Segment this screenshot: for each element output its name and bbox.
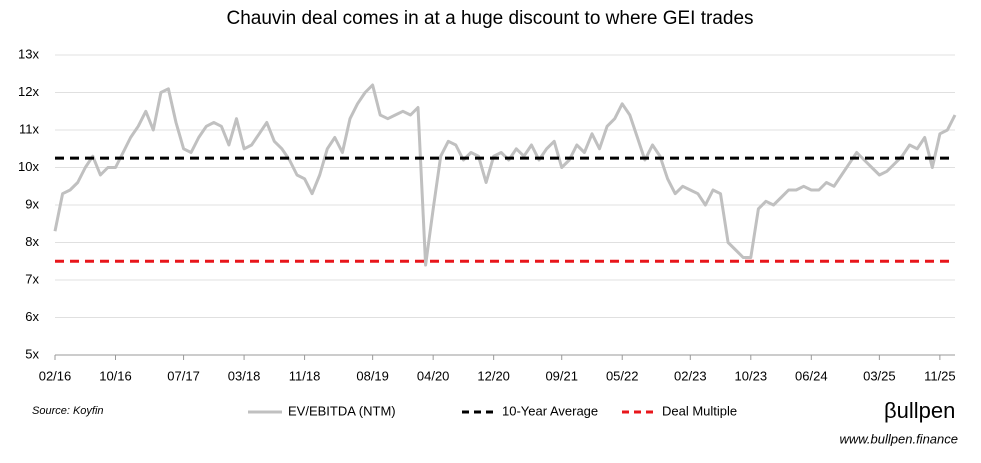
x-tick-label: 02/16 — [39, 368, 72, 383]
x-tick-label: 09/21 — [545, 368, 578, 383]
x-tick-label: 03/25 — [863, 368, 896, 383]
x-tick-label: 02/23 — [674, 368, 707, 383]
chart-title: Chauvin deal comes in at a huge discount… — [226, 8, 753, 29]
legend-label: 10-Year Average — [502, 403, 598, 418]
y-tick-label: 13x — [18, 46, 39, 61]
x-tick-label: 11/25 — [924, 368, 956, 383]
y-tick-label: 5x — [25, 346, 39, 361]
x-tick-label: 04/20 — [417, 368, 450, 383]
x-tick-label: 05/22 — [606, 368, 639, 383]
y-tick-label: 7x — [25, 271, 39, 286]
y-tick-label: 6x — [25, 309, 39, 324]
line — [53, 83, 957, 267]
x-tick-label: 03/18 — [228, 368, 261, 383]
x-tick-label: 08/19 — [356, 368, 389, 383]
y-tick-label: 9x — [25, 196, 39, 211]
legend-label: Deal Multiple — [662, 403, 737, 418]
x-tick-label: 06/24 — [795, 368, 828, 383]
y-tick-label: 8x — [25, 234, 39, 249]
x-tick-label: 10/16 — [99, 368, 132, 383]
website: www.bullpen.finance — [839, 431, 958, 446]
y-tick-label: 10x — [18, 159, 39, 174]
brand: βullpen — [884, 398, 955, 423]
y-tick-label: 11x — [19, 121, 39, 136]
y-tick-label: 12x — [18, 84, 39, 99]
legend-label: EV/EBITDA (NTM) — [288, 403, 396, 418]
x-tick-label: 12/20 — [477, 368, 510, 383]
x-tick-label: 10/23 — [735, 368, 768, 383]
x-tick-label: 11/18 — [289, 368, 321, 383]
x-tick-label: 07/17 — [167, 368, 200, 383]
source: Source: Koyfin — [32, 405, 104, 417]
